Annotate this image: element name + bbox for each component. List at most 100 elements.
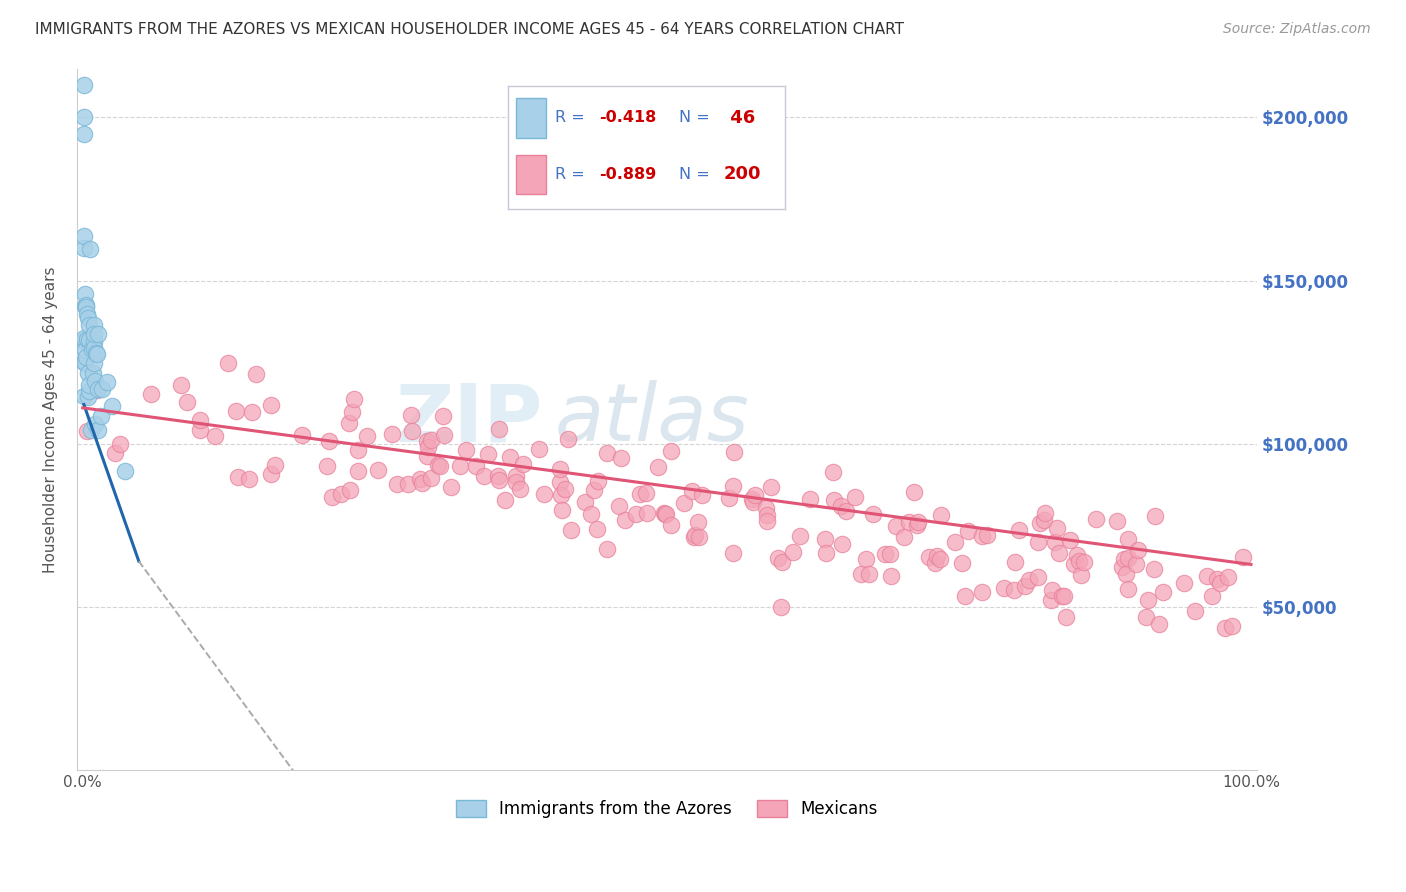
Point <box>924 557 946 571</box>
Point <box>91 383 114 397</box>
Point <box>79 384 101 398</box>
Point <box>80 343 103 357</box>
Point <box>409 472 432 486</box>
Point <box>1112 552 1135 566</box>
Point <box>73 299 96 313</box>
Point <box>1213 621 1236 635</box>
Point <box>75 298 97 312</box>
Point <box>1201 589 1223 603</box>
Point <box>83 326 105 341</box>
Point <box>420 471 443 485</box>
Text: Source: ZipAtlas.com: Source: ZipAtlas.com <box>1223 22 1371 37</box>
Point <box>73 331 96 345</box>
Point <box>419 434 441 448</box>
Point <box>356 428 378 442</box>
Point <box>114 463 136 477</box>
Point <box>433 428 456 442</box>
Point <box>225 404 247 418</box>
Point <box>688 515 710 529</box>
Point <box>768 550 790 565</box>
Point <box>583 483 606 498</box>
Point <box>73 229 96 244</box>
Point <box>533 487 555 501</box>
Point <box>77 390 100 404</box>
Point <box>682 530 704 544</box>
Point <box>634 485 657 500</box>
Point <box>1047 545 1070 559</box>
Point <box>943 535 966 549</box>
Point <box>83 318 105 332</box>
Point <box>879 569 901 583</box>
Point <box>1059 533 1081 547</box>
Point <box>626 507 648 521</box>
Point <box>652 506 675 520</box>
Point <box>509 482 531 496</box>
Point <box>87 423 110 437</box>
Point <box>83 356 105 370</box>
Point <box>1232 549 1254 564</box>
Point <box>73 355 96 369</box>
Point <box>170 378 193 392</box>
Point <box>1004 555 1026 569</box>
Point <box>1115 566 1137 581</box>
Point <box>427 458 450 472</box>
Point <box>628 487 651 501</box>
Point <box>339 483 361 498</box>
Point <box>907 515 929 529</box>
Point <box>1033 513 1056 527</box>
Point <box>814 532 837 546</box>
Point <box>432 409 454 423</box>
Point <box>204 429 226 443</box>
Point <box>1052 589 1074 603</box>
Point <box>956 524 979 538</box>
Point <box>844 490 866 504</box>
Point <box>1052 589 1074 603</box>
Point <box>141 387 163 401</box>
Point <box>83 341 105 355</box>
Point <box>970 584 993 599</box>
Point <box>654 507 676 521</box>
Point <box>759 480 782 494</box>
Point <box>488 473 510 487</box>
Point <box>73 389 96 403</box>
Point <box>789 529 811 543</box>
Point <box>756 514 779 528</box>
Point <box>86 384 108 398</box>
Point <box>401 424 423 438</box>
Point <box>1147 617 1170 632</box>
Point <box>108 437 131 451</box>
Point <box>830 500 852 514</box>
Point <box>264 458 287 473</box>
Point <box>928 552 950 566</box>
Point <box>416 434 439 449</box>
Point <box>329 487 352 501</box>
Point <box>1205 572 1227 586</box>
Point <box>488 422 510 436</box>
Point <box>86 347 108 361</box>
Point <box>188 413 211 427</box>
Point <box>96 375 118 389</box>
Point <box>318 434 340 448</box>
Point <box>993 581 1015 595</box>
Point <box>77 318 100 332</box>
Point <box>1209 575 1232 590</box>
Point <box>86 346 108 360</box>
Point <box>607 499 630 513</box>
Point <box>1116 532 1139 546</box>
Point <box>585 522 607 536</box>
Point <box>238 472 260 486</box>
Point <box>721 479 744 493</box>
Point <box>1029 516 1052 530</box>
Point <box>655 507 678 521</box>
Legend: Immigrants from the Azores, Mexicans: Immigrants from the Azores, Mexicans <box>450 793 884 825</box>
Point <box>893 530 915 544</box>
Point <box>512 457 534 471</box>
Point <box>918 550 941 565</box>
Point <box>1018 574 1040 588</box>
Point <box>875 547 897 561</box>
Point <box>862 507 884 521</box>
Point <box>548 475 571 489</box>
Point <box>688 530 710 544</box>
Point <box>76 366 98 380</box>
Point <box>1135 610 1157 624</box>
